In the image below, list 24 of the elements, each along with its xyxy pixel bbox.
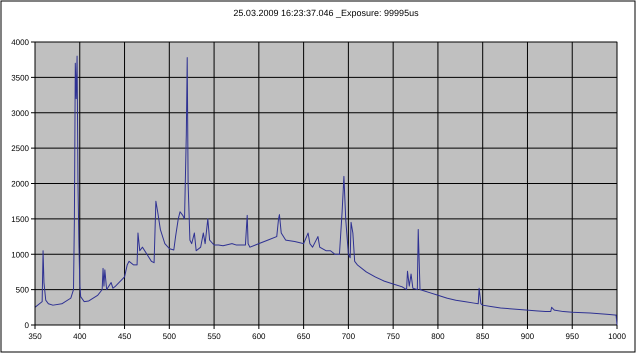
x-tick-label: 950 — [566, 332, 580, 341]
x-tick-label: 600 — [252, 332, 266, 341]
y-tick-label: 2000 — [11, 180, 30, 188]
y-tick-label: 0 — [24, 321, 30, 330]
x-tick-label: 900 — [520, 332, 535, 341]
x-tick-label: 500 — [162, 332, 177, 341]
y-tick-label: 3500 — [11, 73, 30, 82]
y-tick-label: 4000 — [11, 38, 30, 47]
x-tick-label: 400 — [73, 332, 87, 341]
x-tick-label: 550 — [207, 332, 222, 341]
x-tick-label: 850 — [476, 332, 490, 341]
y-tick-label: 2500 — [11, 144, 30, 154]
chart-title: 25.03.2009 16:23:37.046 _Exposure: 99995us — [233, 8, 420, 18]
x-tick-label: 1000 — [608, 332, 626, 341]
x-tick-label: 750 — [386, 332, 400, 341]
x-tick-label: 700 — [342, 332, 356, 341]
y-tick-label: 500 — [16, 286, 30, 295]
x-tick-label: 350 — [28, 332, 42, 341]
y-tick-label: 1000 — [11, 250, 30, 260]
x-tick-label: 800 — [431, 332, 446, 341]
y-tick-label: 3000 — [11, 108, 30, 118]
y-tick-label: 1500 — [11, 214, 30, 224]
x-tick-label: 450 — [118, 332, 132, 341]
x-tick-label: 650 — [296, 332, 311, 341]
